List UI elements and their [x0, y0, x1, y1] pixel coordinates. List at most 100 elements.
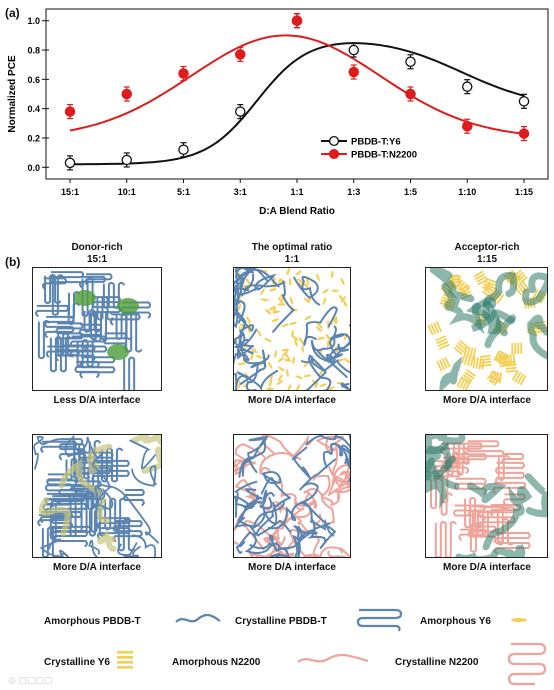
- legend-amorphous-n2200-label: Amorphous N2200: [172, 657, 261, 668]
- folded-chain: [104, 497, 127, 531]
- panel-b-label: (b): [5, 255, 21, 269]
- data-point: [348, 44, 359, 56]
- folded-chain: [453, 453, 488, 466]
- folded-chain: [458, 528, 488, 541]
- y6-molecule: [238, 380, 241, 389]
- y6-molecule: [299, 337, 304, 345]
- y-tick-label: 0.4: [27, 104, 40, 114]
- folded-chain: [434, 520, 457, 557]
- chain: [58, 459, 111, 524]
- caption-r2-c2: More D/A interface: [248, 562, 336, 573]
- panel-a-label: (a): [5, 6, 20, 20]
- folded-chain: [464, 496, 482, 529]
- chain: [117, 534, 157, 557]
- data-point: [121, 88, 133, 100]
- y6-molecule: [278, 297, 283, 304]
- chain: [292, 522, 330, 557]
- caption-r2-c3: More D/A interface: [443, 562, 531, 573]
- chain: [305, 435, 350, 449]
- x-tick-label: 1:10: [458, 187, 476, 197]
- y6-molecule: [289, 321, 297, 326]
- chain: [234, 443, 267, 476]
- folded-chain: [446, 451, 469, 476]
- y6-molecule: [297, 278, 305, 284]
- y6-molecule: [301, 344, 304, 353]
- x-tick-label: 3:1: [234, 187, 247, 197]
- data-point: [291, 15, 303, 26]
- y6-molecule: [265, 308, 272, 315]
- morph-drawing: [35, 271, 152, 390]
- data-point: [348, 66, 359, 78]
- folded-chain: [117, 518, 135, 552]
- chain: [96, 528, 117, 552]
- chain: [300, 354, 332, 390]
- chain: [131, 465, 157, 487]
- folded-chain: [49, 335, 72, 373]
- chain: [482, 271, 518, 320]
- folded-chain: [51, 511, 74, 534]
- y6-molecule: [237, 362, 246, 366]
- chain: [322, 442, 347, 469]
- folded-chain: [49, 501, 62, 541]
- chain: [234, 516, 257, 554]
- data-point: [461, 120, 473, 132]
- chain: [244, 494, 303, 523]
- data-point: [518, 128, 530, 139]
- chain: [141, 446, 161, 474]
- y6-molecule: [281, 350, 289, 357]
- y6-molecule: [277, 374, 283, 382]
- y6-stack: [511, 370, 527, 386]
- y6-molecule: [277, 366, 285, 372]
- amorphous-pbdbt-swatch: [175, 613, 221, 623]
- chain: [524, 473, 547, 518]
- pce-line-chart: 0.0 0.2 0.4 0.6 0.8 1.0 15:1 10:1 5:1 3:1 1:1 1:3 1…: [7, 8, 549, 217]
- x-tick-label: 15:1: [61, 187, 79, 197]
- folded-chain: [58, 438, 84, 461]
- y6-molecule: [330, 289, 339, 292]
- legend-marker: [328, 135, 340, 147]
- chain: [467, 482, 507, 504]
- data-point: [405, 56, 416, 68]
- y6-molecule: [274, 350, 278, 358]
- chain: [127, 542, 141, 557]
- chain: [261, 470, 282, 485]
- y6-molecule: [317, 336, 325, 340]
- y6-molecule: [296, 384, 300, 390]
- chain: [240, 338, 259, 390]
- x-tick-label: 1:5: [404, 187, 417, 197]
- y6-molecule: [265, 387, 274, 390]
- chain: [307, 517, 337, 549]
- caption-r1-c2: More D/A interface: [248, 395, 336, 406]
- morph-drawing: [234, 268, 350, 390]
- folded-chain: [45, 345, 87, 358]
- chain: [64, 435, 100, 460]
- chain: [235, 268, 269, 306]
- y6-molecule: [271, 318, 280, 322]
- x-tick-label: 5:1: [177, 187, 190, 197]
- legend-crystalline-n2200-label: Crystalline N2200: [395, 657, 479, 668]
- chain: [327, 464, 350, 497]
- morph-box-r1-acceptor-rich: [425, 267, 548, 391]
- chain: [291, 446, 311, 479]
- y6-stack: [511, 342, 523, 354]
- chain: [482, 485, 533, 551]
- chain: [249, 534, 290, 557]
- crystalline-pbdbt-swatch: [356, 608, 403, 632]
- folded-chain: [101, 447, 124, 483]
- y6-molecule: [268, 379, 273, 387]
- legend-amorphous-y6-label: Amorphous Y6: [420, 616, 491, 627]
- y6-molecule: [276, 380, 284, 386]
- y6-stack: [493, 350, 509, 366]
- x-tick-label: 1:3: [347, 187, 360, 197]
- x-tick-label: 10:1: [118, 187, 136, 197]
- col-title-acceptor-rich: Acceptor-rich 1:15: [454, 242, 520, 265]
- y6-molecule: [326, 339, 330, 348]
- chain: [328, 466, 350, 494]
- y6-molecule: [237, 303, 242, 312]
- chain: [234, 299, 255, 376]
- crystal-domain: [117, 298, 139, 314]
- y6-molecule: [295, 375, 303, 379]
- crystalline-y6-swatch: [117, 651, 133, 669]
- folded-chain: [440, 492, 453, 516]
- data-point: [178, 144, 189, 155]
